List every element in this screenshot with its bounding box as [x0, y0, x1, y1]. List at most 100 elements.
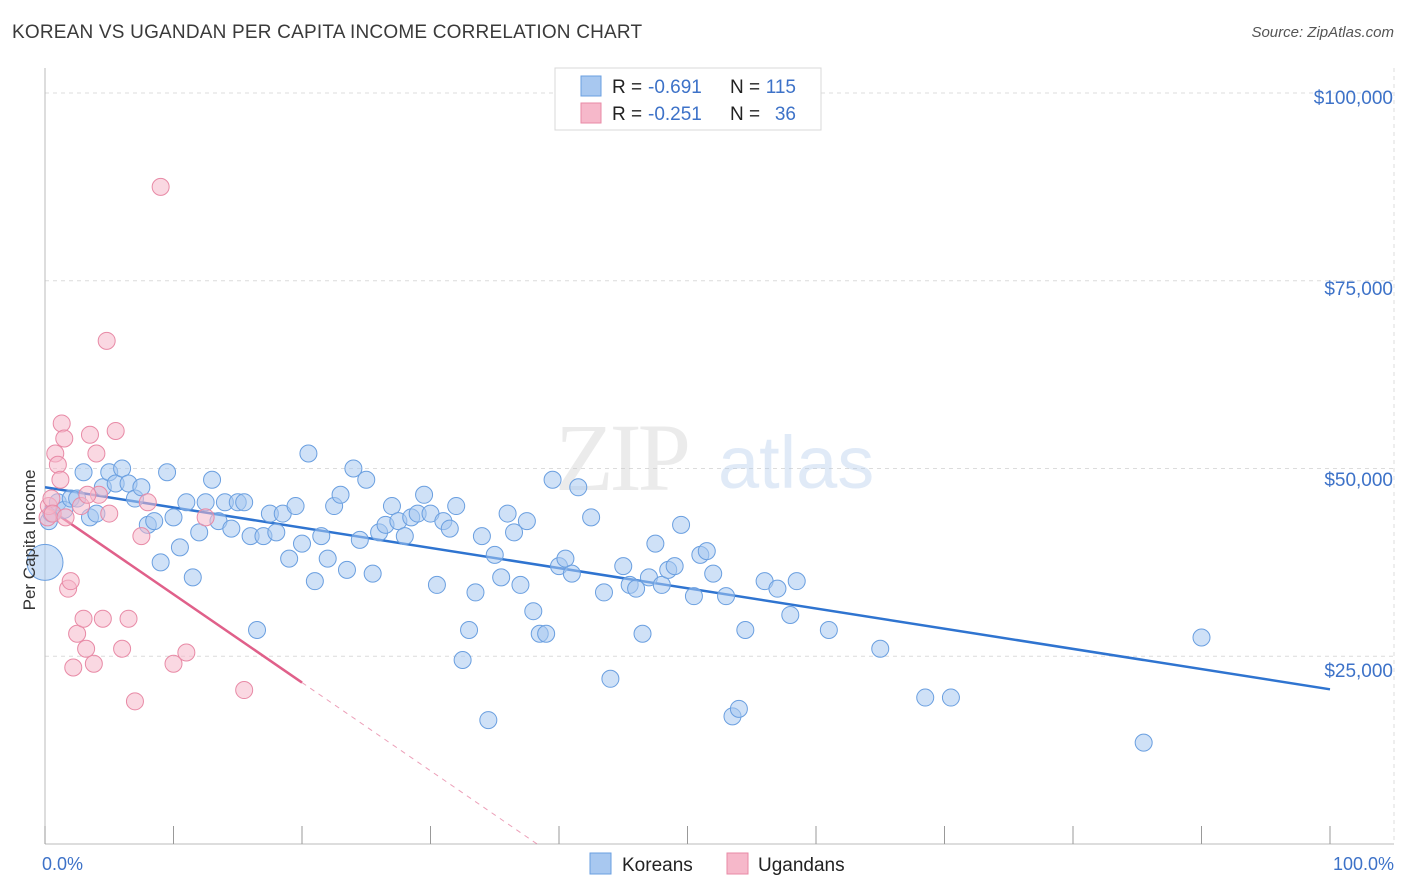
legend-n-label-koreans: N =	[730, 77, 765, 98]
korean-point	[395, 527, 414, 546]
korean-point	[543, 470, 562, 489]
ugandan-point	[235, 681, 254, 700]
korean-point	[646, 534, 665, 553]
ugandan-point	[64, 658, 83, 677]
series-legend: Koreans Ugandans	[589, 852, 845, 876]
korean-point	[222, 519, 241, 538]
ugandan-point	[78, 485, 97, 504]
korean-point	[768, 579, 787, 598]
korean-point	[729, 699, 748, 718]
korean-point	[787, 572, 806, 591]
legend-r-label-koreans: R =	[612, 77, 647, 98]
ugandan-point	[42, 489, 61, 508]
legend-r-value-koreans: -0.691	[648, 77, 702, 98]
korean-point	[293, 534, 311, 553]
axes	[44, 68, 1394, 845]
legend-swatch-koreans	[580, 75, 602, 97]
ugandan-point	[80, 425, 99, 444]
korean-point	[652, 575, 671, 594]
korean-point	[164, 508, 183, 527]
ugandan-point	[87, 444, 106, 463]
trend-lines	[44, 486, 1331, 845]
korean-point	[74, 463, 93, 482]
ugandan-point	[68, 624, 87, 643]
korean-point	[248, 620, 267, 639]
ugandan-trend-line	[44, 505, 303, 684]
korean-point	[601, 669, 620, 688]
korean-point	[299, 444, 318, 463]
korean-point	[190, 523, 209, 542]
korean-point	[614, 557, 633, 576]
korean-point	[427, 575, 446, 594]
korean-point	[453, 651, 472, 670]
ugandan-point	[77, 639, 96, 658]
svg-text:atlas: atlas	[718, 421, 874, 504]
y-tick-label-50000: $50,000	[1324, 470, 1393, 491]
korean-point	[485, 545, 504, 564]
legend-swatch-ugandans	[580, 102, 602, 124]
ugandan-point	[51, 470, 70, 489]
korean-point	[517, 512, 536, 531]
legend-n-label-ugandans: N =	[730, 104, 765, 125]
ugandan-point	[138, 493, 157, 512]
legend-n-value-ugandans: 36	[775, 104, 796, 125]
ugandan-point	[93, 609, 112, 628]
ugandan-point	[196, 508, 215, 527]
ugandan-point	[151, 177, 170, 196]
korean-point	[170, 538, 189, 557]
korean-point	[235, 493, 254, 512]
korean-point	[382, 497, 401, 516]
korean-point	[318, 549, 337, 568]
korean-point	[305, 572, 324, 591]
korean-point	[472, 527, 491, 546]
data-points	[26, 177, 1211, 752]
korean-point	[556, 549, 575, 568]
korean-point	[415, 485, 434, 504]
korean-point	[1192, 628, 1211, 647]
ugandan-point	[52, 414, 71, 433]
korean-point	[582, 508, 601, 527]
ugandan-point	[84, 654, 103, 673]
korean-point	[151, 553, 170, 572]
korean-point	[145, 512, 164, 531]
korean-point	[717, 587, 736, 606]
ugandan-trend-extension	[301, 682, 538, 845]
korean-point	[357, 470, 376, 489]
watermark: ZIP atlas	[555, 404, 874, 511]
korean-point	[286, 497, 305, 516]
korean-point	[562, 564, 581, 583]
korean-point-large	[26, 543, 64, 581]
korean-point	[736, 620, 755, 639]
korean-point	[344, 459, 363, 478]
korean-point	[183, 568, 202, 587]
legend-r-label-ugandans: R =	[612, 104, 647, 125]
ugandan-point	[132, 527, 151, 546]
y-tick-label-75000: $75,000	[1324, 279, 1393, 300]
korean-point	[672, 515, 691, 534]
korean-point	[871, 639, 890, 658]
korean-trend-line	[44, 486, 1331, 691]
korean-point	[267, 523, 286, 542]
korean-point	[627, 579, 646, 598]
ugandan-point	[119, 609, 138, 628]
x-tick-label-0: 0.0%	[42, 854, 83, 874]
korean-point	[569, 478, 588, 497]
korean-point	[466, 583, 485, 602]
korean-point	[196, 493, 215, 512]
korean-point	[479, 711, 498, 730]
bottom-legend-label-koreans: Koreans	[622, 855, 693, 876]
ugandan-point	[113, 639, 132, 658]
korean-point	[350, 530, 369, 549]
korean-point	[505, 523, 524, 542]
y-tick-label-100000: $100,000	[1314, 88, 1393, 109]
korean-point	[697, 542, 716, 561]
korean-point	[704, 564, 723, 583]
bottom-legend-swatch-koreans	[589, 852, 612, 875]
legend-n-value-koreans: 115	[766, 77, 796, 98]
korean-point	[447, 497, 466, 516]
ugandan-point	[61, 572, 80, 591]
korean-point	[819, 620, 838, 639]
korean-point	[363, 564, 382, 583]
bottom-legend-label-ugandans: Ugandans	[758, 855, 845, 876]
